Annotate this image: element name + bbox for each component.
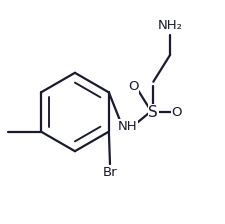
Text: O: O xyxy=(171,106,181,118)
Text: O: O xyxy=(127,80,138,93)
Text: S: S xyxy=(148,105,158,119)
Text: NH₂: NH₂ xyxy=(157,19,182,32)
Text: NH: NH xyxy=(117,120,137,133)
Text: Br: Br xyxy=(102,166,117,179)
